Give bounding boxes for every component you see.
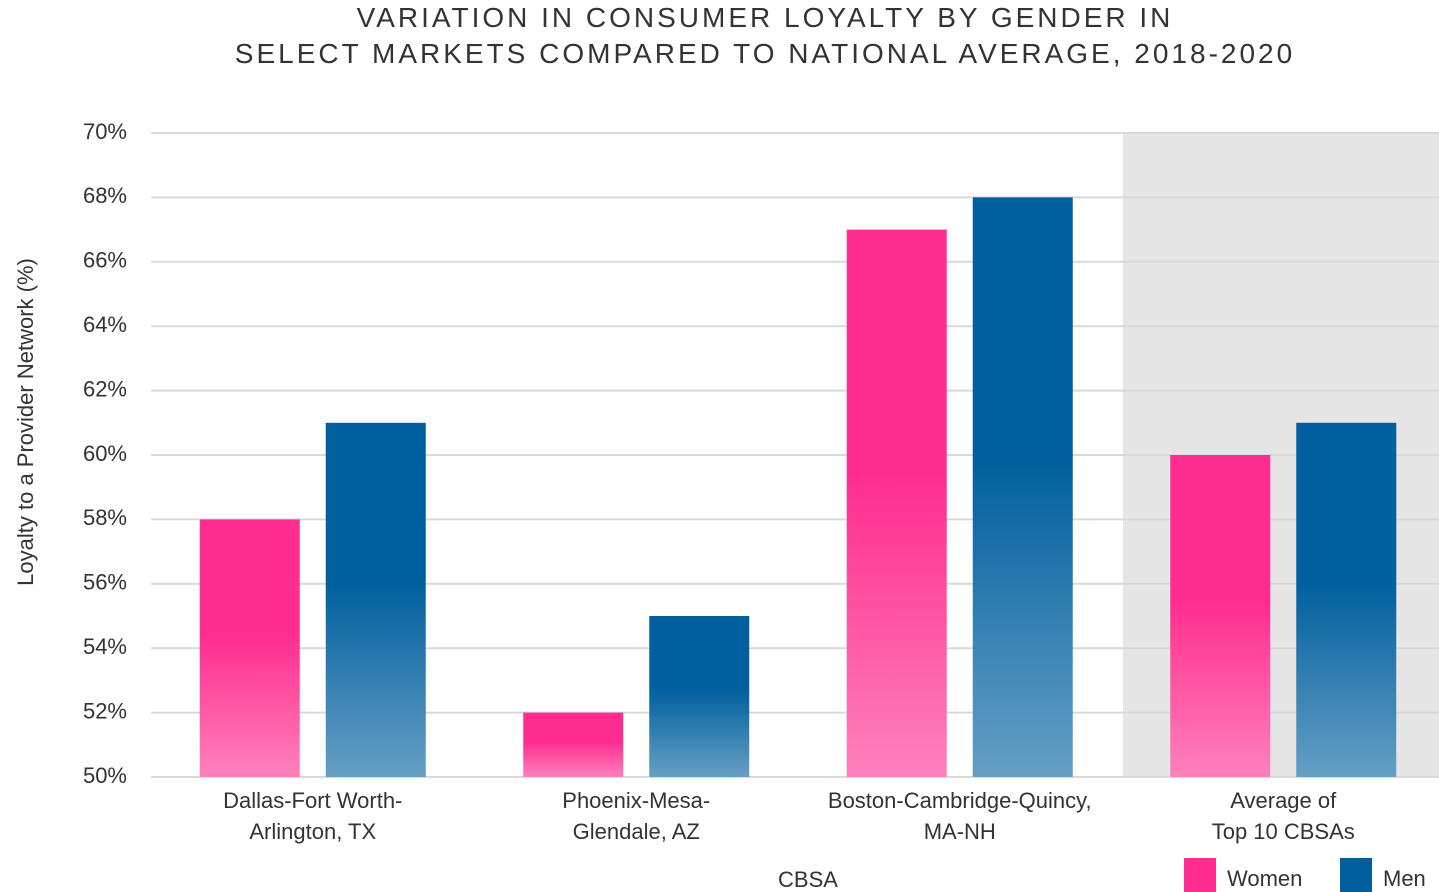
bar <box>1170 455 1271 777</box>
legend-label: Men <box>1383 866 1426 891</box>
y-tick-label: 64% <box>83 312 127 337</box>
bar <box>846 229 947 778</box>
y-tick-label: 62% <box>83 376 127 401</box>
y-tick-label: 66% <box>83 248 127 273</box>
x-tick-label: Average of Top 10 CBSAs <box>1212 788 1355 844</box>
x-tick-label: Boston-Cambridge-Quincy, MA-NH <box>828 788 1092 844</box>
bar <box>325 422 426 777</box>
y-tick-label: 68% <box>83 183 127 208</box>
bar <box>649 616 750 777</box>
bar <box>523 712 624 777</box>
x-tick-label: Phoenix-Mesa-Glendale, AZ <box>562 788 710 844</box>
chart-title: VARIATION IN CONSUMER LOYALTY BY GENDER … <box>235 2 1295 69</box>
legend-swatch <box>1340 858 1372 892</box>
y-tick-label: 56% <box>83 570 127 595</box>
y-tick-label: 54% <box>83 634 127 659</box>
legend-label: Women <box>1227 866 1302 891</box>
y-tick-label: 60% <box>83 441 127 466</box>
y-tick-label: 70% <box>83 119 127 144</box>
legend-swatch <box>1184 858 1216 892</box>
bar <box>972 197 1073 777</box>
y-tick-label: 58% <box>83 505 127 530</box>
y-axis-label: Loyalty to a Provider Network (%) <box>13 258 38 586</box>
y-tick-label: 52% <box>83 698 127 723</box>
bar <box>1296 422 1397 777</box>
x-tick-label: Dallas-Fort Worth-Arlington, TX <box>223 788 402 844</box>
y-tick-label: 50% <box>83 763 127 788</box>
x-axis-label: CBSA <box>778 867 838 892</box>
bar <box>199 519 300 777</box>
